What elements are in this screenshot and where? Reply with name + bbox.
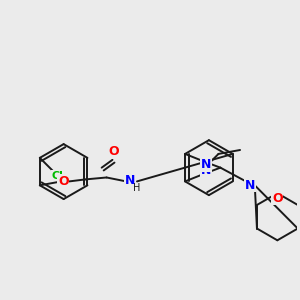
Text: N: N <box>200 164 211 177</box>
Text: O: O <box>58 175 69 188</box>
Text: N: N <box>200 158 211 171</box>
Text: O: O <box>272 192 283 205</box>
Text: O: O <box>108 146 119 158</box>
Text: H: H <box>133 183 141 193</box>
Text: Cl: Cl <box>52 170 63 181</box>
Text: N: N <box>125 174 135 187</box>
Text: N: N <box>245 179 255 192</box>
